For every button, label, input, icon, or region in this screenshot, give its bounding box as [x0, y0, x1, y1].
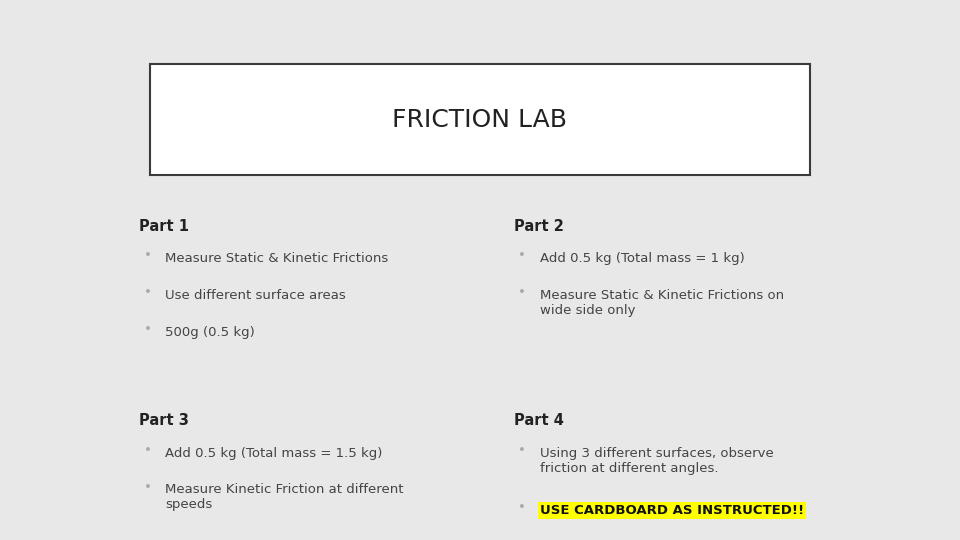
Text: •: • — [518, 249, 526, 262]
Text: 500g (0.5 kg): 500g (0.5 kg) — [165, 326, 254, 339]
Text: Measure Static & Kinetic Frictions: Measure Static & Kinetic Frictions — [165, 252, 389, 265]
FancyBboxPatch shape — [150, 64, 810, 175]
Text: Use different surface areas: Use different surface areas — [165, 289, 346, 302]
Text: •: • — [518, 286, 526, 299]
Text: Add 0.5 kg (Total mass = 1 kg): Add 0.5 kg (Total mass = 1 kg) — [540, 252, 744, 265]
Text: •: • — [518, 444, 526, 457]
Text: Add 0.5 kg (Total mass = 1.5 kg): Add 0.5 kg (Total mass = 1.5 kg) — [165, 447, 382, 460]
Text: •: • — [144, 444, 152, 457]
Text: •: • — [144, 286, 152, 299]
Text: Part 2: Part 2 — [514, 219, 564, 234]
Text: Part 3: Part 3 — [139, 413, 189, 428]
Text: Measure Static & Kinetic Frictions on
wide side only: Measure Static & Kinetic Frictions on wi… — [540, 289, 783, 317]
Text: Using 3 different surfaces, observe
friction at different angles.: Using 3 different surfaces, observe fric… — [540, 447, 773, 475]
Text: Measure Kinetic Friction at different
speeds: Measure Kinetic Friction at different sp… — [165, 483, 403, 511]
Text: •: • — [518, 501, 526, 514]
Text: •: • — [144, 249, 152, 262]
Text: Part 4: Part 4 — [514, 413, 564, 428]
Text: •: • — [144, 323, 152, 336]
Text: Part 1: Part 1 — [139, 219, 189, 234]
Text: USE CARDBOARD AS INSTRUCTED!!: USE CARDBOARD AS INSTRUCTED!! — [540, 504, 804, 517]
Text: •: • — [144, 481, 152, 494]
Text: FRICTION LAB: FRICTION LAB — [393, 108, 567, 132]
